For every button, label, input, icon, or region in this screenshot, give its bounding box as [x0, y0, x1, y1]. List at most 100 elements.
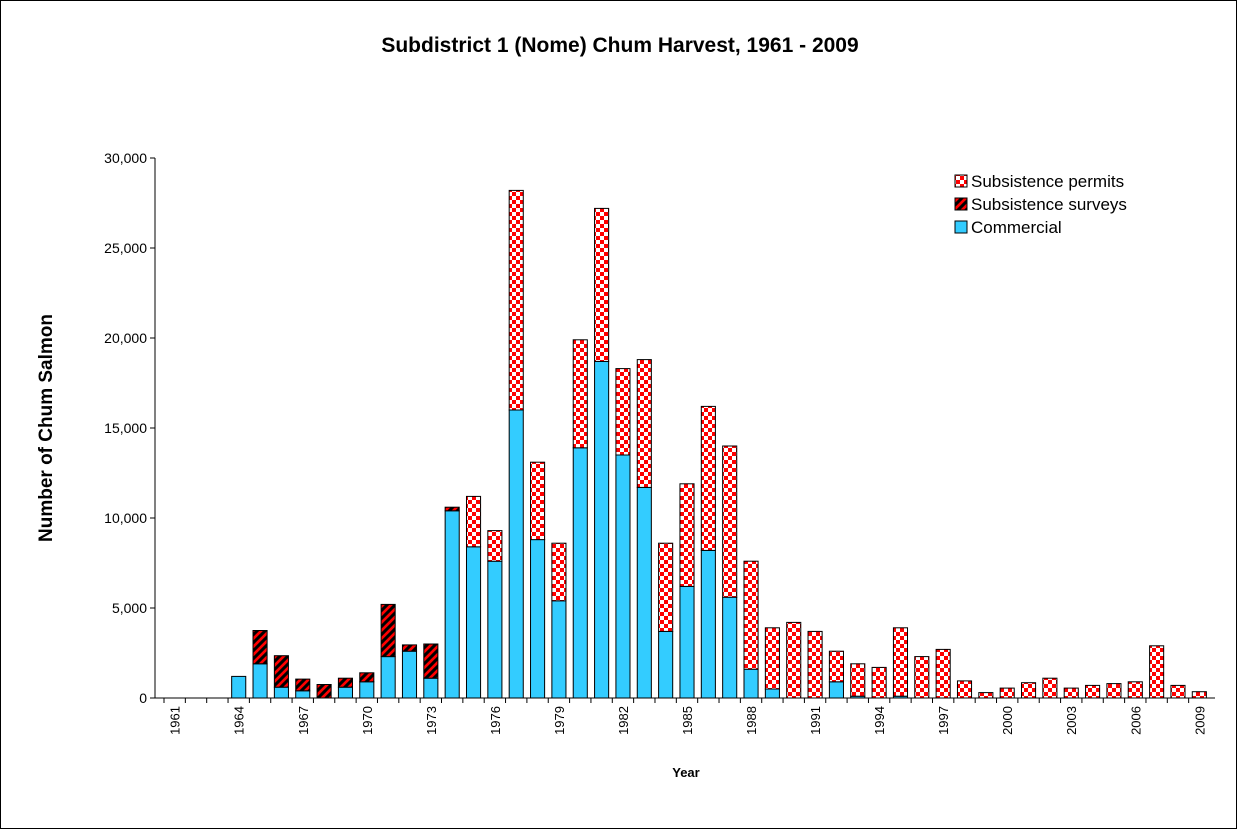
bar-segment — [594, 360, 610, 699]
bar-segment — [401, 644, 418, 652]
bar-segment — [1170, 684, 1186, 699]
bar-segment — [871, 666, 887, 699]
bar-segment — [658, 630, 674, 699]
x-tick-label: 1988 — [744, 706, 759, 735]
bar-segment — [935, 648, 951, 699]
bar-segment — [380, 656, 396, 699]
bar-segment — [231, 675, 247, 699]
bar-segment — [636, 486, 652, 699]
x-tick-label: 1985 — [680, 706, 695, 735]
bar-segment — [273, 686, 289, 699]
legend-label: Subsistence permits — [971, 172, 1124, 191]
bar-segment — [530, 539, 546, 699]
bar-segment — [551, 600, 567, 699]
bar-segment — [807, 630, 823, 699]
bar-segment — [337, 677, 353, 688]
bar-segment — [273, 655, 289, 688]
bar-segment — [1085, 684, 1101, 699]
x-tick-label: 1970 — [360, 706, 375, 735]
x-tick-label: 1997 — [936, 706, 951, 735]
bar-segment — [295, 690, 311, 699]
bar-segment — [465, 495, 482, 548]
bar-segment — [337, 686, 353, 699]
bar-segment — [572, 339, 588, 449]
bar-segment — [380, 603, 396, 658]
bar-segment — [508, 409, 524, 699]
x-tick-label: 1961 — [168, 706, 183, 735]
x-tick-label: 1976 — [488, 706, 503, 735]
bar-segment — [551, 542, 567, 602]
bar-segment — [359, 681, 375, 699]
bar-segment — [743, 668, 759, 699]
x-tick-label: 1991 — [808, 706, 823, 735]
y-tick-label: 15,000 — [104, 420, 147, 436]
y-axis-label: Number of Chum Salmon — [36, 314, 57, 542]
bar-segment — [252, 663, 268, 699]
bar-segment — [530, 461, 546, 541]
bar-segment — [722, 596, 738, 699]
bar-segment — [658, 542, 674, 632]
bar-segment — [487, 530, 503, 562]
bar-segment — [615, 454, 631, 699]
bar-segment — [1021, 682, 1037, 699]
bar-segment — [999, 687, 1015, 699]
x-tick-label: 1967 — [296, 706, 311, 735]
bar-segment — [850, 663, 866, 697]
bar-segment — [743, 560, 759, 670]
x-axis-label: Year — [672, 765, 699, 780]
bar-segment — [679, 483, 695, 587]
bar-segment — [359, 672, 375, 683]
x-tick-label: 1964 — [232, 706, 247, 735]
bar-segment — [423, 643, 439, 679]
bar-segment — [679, 585, 695, 699]
bar-segment — [487, 560, 503, 699]
y-tick-label: 10,000 — [104, 510, 147, 526]
y-tick-label: 20,000 — [104, 330, 147, 346]
bar-segment — [615, 368, 631, 456]
bar-segment — [508, 189, 524, 411]
y-tick-label: 30,000 — [104, 150, 147, 166]
x-tick-label: 2003 — [1064, 706, 1079, 735]
y-tick-label: 0 — [139, 690, 147, 706]
bar-segment — [594, 207, 610, 362]
bar-segment — [444, 506, 460, 512]
x-tick-label: 2006 — [1128, 706, 1143, 735]
bar-segment — [401, 650, 418, 699]
bar-segment — [465, 546, 482, 699]
bar-segment — [1042, 677, 1058, 699]
chart-title: Subdistrict 1 (Nome) Chum Harvest, 1961 … — [381, 34, 858, 57]
bar-segment — [828, 650, 844, 683]
bar-segment — [1063, 687, 1079, 699]
bar-segment — [1191, 691, 1207, 699]
bar-segment — [786, 621, 802, 699]
bar-segment — [295, 678, 311, 692]
bar-segment — [316, 684, 332, 699]
legend-swatch — [954, 197, 968, 211]
legend-swatch — [954, 220, 968, 234]
bar-segment — [636, 359, 652, 488]
bar-segment — [1106, 683, 1122, 699]
bar-segment — [828, 681, 844, 699]
bar-segment — [914, 656, 930, 699]
x-tick-label: 1994 — [872, 706, 887, 735]
y-tick-label: 25,000 — [104, 240, 147, 256]
bar-segment — [956, 680, 973, 699]
legend-swatch — [954, 174, 968, 188]
bar-segment — [572, 447, 588, 699]
x-tick-label: 2009 — [1192, 706, 1207, 735]
bar-segment — [700, 405, 716, 551]
bar-segment — [1149, 645, 1165, 699]
x-tick-label: 1979 — [552, 706, 567, 735]
bar-segment — [764, 627, 780, 690]
bar-segment — [1127, 681, 1143, 699]
bar-segment — [722, 445, 738, 598]
legend-label: Commercial — [971, 218, 1062, 237]
bar-segment — [892, 627, 909, 697]
bar-segment — [764, 688, 780, 699]
bar-segment — [252, 630, 268, 665]
bar-segment — [978, 692, 994, 699]
y-tick-label: 5,000 — [112, 600, 147, 616]
legend-label: Subsistence surveys — [971, 195, 1127, 214]
x-tick-label: 1973 — [424, 706, 439, 735]
